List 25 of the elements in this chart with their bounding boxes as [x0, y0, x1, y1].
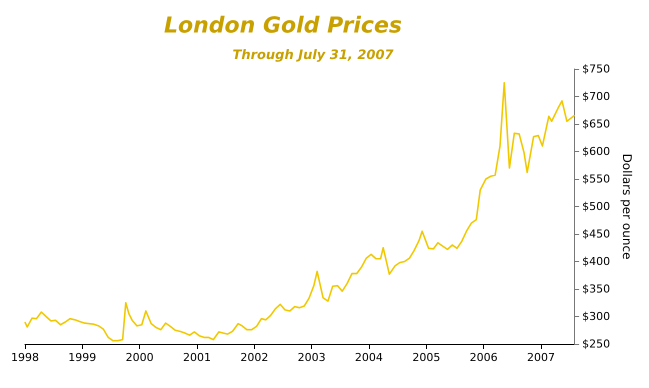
y-tick-label: $350	[582, 282, 610, 296]
x-tick-label: 2001	[183, 351, 212, 364]
x-tick-label: 2000	[126, 351, 154, 364]
x-tick-label: 2002	[240, 351, 268, 364]
y-tick-label: $250	[582, 338, 610, 350]
line-series	[24, 82, 575, 342]
y-tick-label: $300	[582, 310, 610, 323]
x-tick-label: 2007	[526, 351, 555, 364]
y-tick-label: $750	[582, 62, 610, 76]
y-tick-label: $550	[582, 172, 610, 186]
x-tick-label: 2005	[412, 351, 440, 364]
x-tick-label: 2006	[470, 351, 498, 364]
x-tick-label: 2003	[298, 351, 326, 364]
chart-subtitle: Through July 31, 2007	[232, 48, 394, 63]
chart-title: London Gold Prices	[164, 14, 402, 38]
y-tick-label: $650	[582, 118, 610, 130]
y-axis-title: Dollars per ounce	[620, 154, 634, 260]
y-tick-label: $600	[582, 145, 610, 158]
y-tick-label: $700	[582, 90, 610, 103]
x-tick-label: 1999	[68, 351, 96, 364]
x-tick-label: 1998	[10, 351, 39, 364]
y-tick-label: $500	[582, 200, 610, 213]
x-tick-label: 2004	[354, 351, 383, 364]
y-tick-label: $400	[582, 255, 610, 268]
y-tick-label: $450	[582, 228, 610, 240]
